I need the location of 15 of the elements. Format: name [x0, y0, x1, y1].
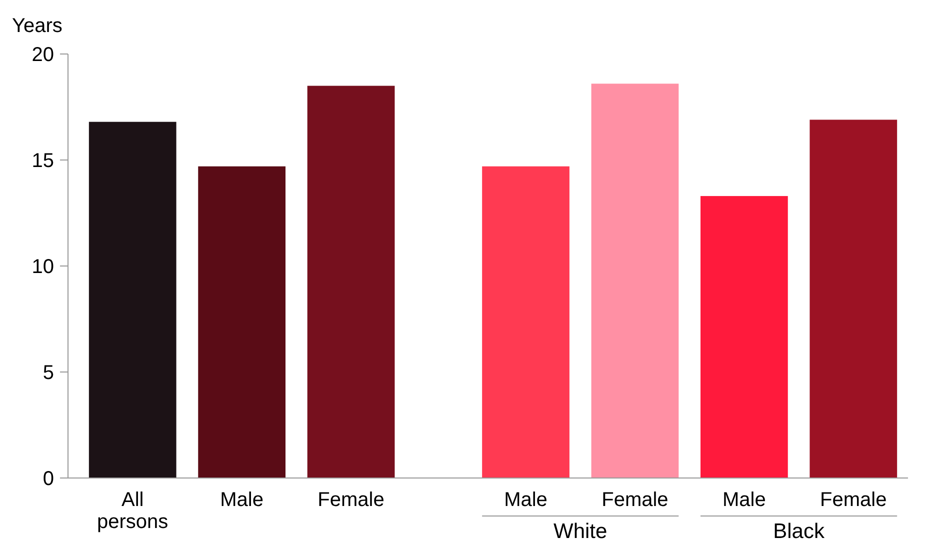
y-tick-label: 5 — [42, 362, 54, 384]
x-tick-label: Male — [504, 489, 548, 511]
x-tick-label: All persons — [97, 489, 168, 533]
x-tick-label: Male — [220, 489, 264, 511]
x-tick-label: Female — [318, 489, 384, 511]
text: White — [554, 520, 608, 543]
y-tick-label: 15 — [32, 150, 54, 172]
x-tick-label: Female — [820, 489, 887, 511]
y-tick-label: 20 — [32, 44, 54, 66]
x-tick-label: Female — [602, 489, 668, 511]
y-axis-title: Years — [12, 15, 62, 37]
text: Black — [773, 520, 825, 543]
y-tick-label: 0 — [42, 468, 54, 490]
y-tick-label: 10 — [32, 256, 54, 278]
x-tick-label: Male — [722, 489, 766, 511]
